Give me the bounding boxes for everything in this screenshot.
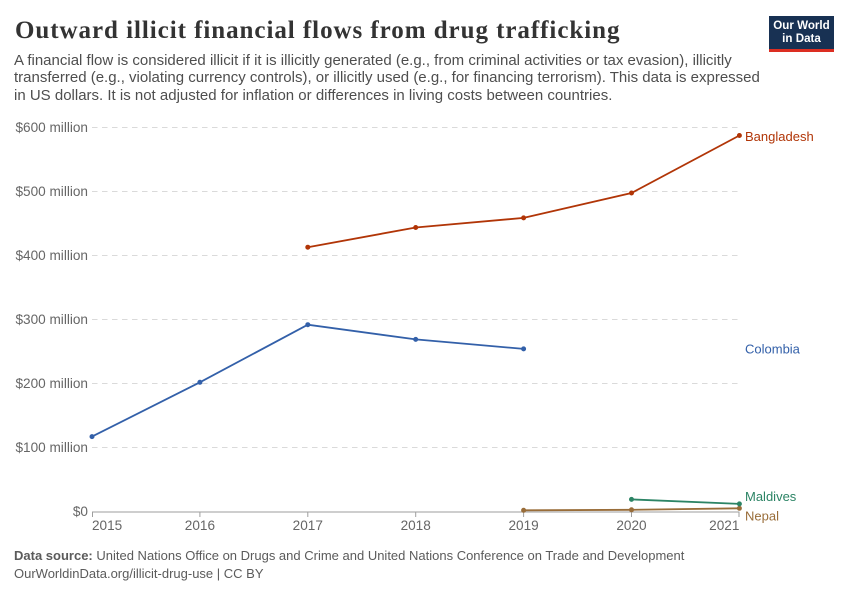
svg-text:Maldives: Maldives — [745, 489, 797, 504]
svg-text:$100 million: $100 million — [15, 440, 88, 455]
svg-text:2017: 2017 — [293, 518, 323, 533]
svg-text:Colombia: Colombia — [745, 342, 801, 357]
svg-text:$400 million: $400 million — [15, 248, 88, 263]
svg-text:$200 million: $200 million — [15, 376, 88, 391]
svg-text:$500 million: $500 million — [15, 184, 88, 199]
svg-text:2021: 2021 — [709, 518, 739, 533]
svg-text:$0: $0 — [73, 504, 89, 519]
svg-text:2019: 2019 — [508, 518, 538, 533]
svg-text:2015: 2015 — [92, 518, 122, 533]
svg-text:2020: 2020 — [616, 518, 647, 533]
svg-text:$600 million: $600 million — [15, 120, 88, 135]
svg-text:Bangladesh: Bangladesh — [745, 129, 814, 144]
svg-text:$300 million: $300 million — [15, 312, 88, 327]
svg-text:Nepal: Nepal — [745, 509, 779, 524]
svg-text:2018: 2018 — [401, 518, 431, 533]
svg-text:2016: 2016 — [185, 518, 215, 533]
